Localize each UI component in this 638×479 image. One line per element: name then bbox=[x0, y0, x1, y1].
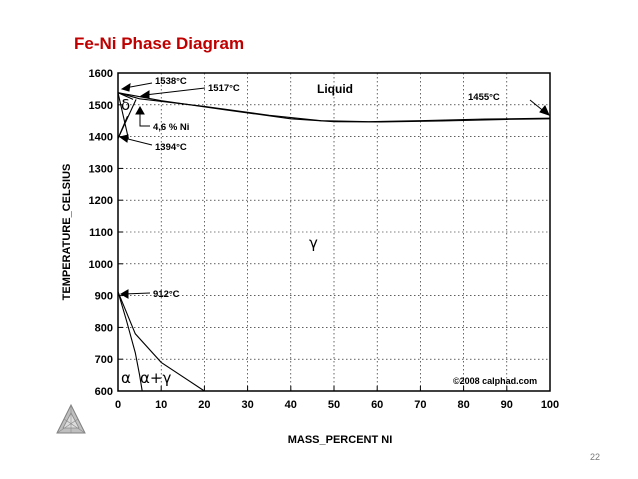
annotation-4-6-ni: 4,6 % Ni bbox=[153, 122, 189, 133]
arrow-1517 bbox=[144, 87, 206, 96]
y-tick-label: 1200 bbox=[89, 195, 113, 207]
arrow-912 bbox=[124, 292, 151, 295]
annotation-912: 912°C bbox=[153, 289, 180, 300]
arrowhead-1394 bbox=[118, 134, 129, 143]
phase-boundary-curve-6 bbox=[117, 92, 134, 100]
x-tick-label: 100 bbox=[541, 399, 559, 411]
annotation-1394: 1394°C bbox=[155, 142, 187, 153]
phase-label-alpha: α bbox=[121, 369, 131, 387]
arrow-4-6-ni bbox=[139, 112, 150, 127]
phase-boundary-curve-2 bbox=[117, 92, 551, 123]
y-tick-label: 1100 bbox=[89, 227, 113, 239]
arrowhead-912 bbox=[119, 289, 129, 299]
annotation-arrows bbox=[118, 82, 550, 299]
y-tick-label: 1300 bbox=[89, 163, 113, 175]
arrowhead-1455 bbox=[539, 105, 550, 116]
y-tick-label: 1000 bbox=[89, 259, 113, 271]
phase-label-alpha-gamma: α+γ bbox=[140, 369, 171, 387]
phase-label-delta: δ bbox=[121, 96, 130, 114]
y-tick-label: 600 bbox=[95, 386, 113, 398]
annotation-1517: 1517°C bbox=[208, 83, 240, 94]
arrowhead-1538 bbox=[120, 83, 131, 92]
annotation-1455: 1455°C bbox=[468, 92, 500, 103]
phase-label-gamma: γ bbox=[309, 234, 318, 252]
y-tick-label: 700 bbox=[95, 354, 113, 366]
x-tick-label: 0 bbox=[115, 399, 121, 411]
phase-boundary-curve-5 bbox=[117, 115, 129, 139]
x-axis-title: MASS_PERCENT NI bbox=[288, 434, 393, 446]
y-tick-label: 1400 bbox=[89, 132, 113, 144]
x-tick-label: 10 bbox=[155, 399, 167, 411]
plot-frame bbox=[117, 72, 551, 392]
x-tick-label: 60 bbox=[371, 399, 383, 411]
y-tick-label: 1600 bbox=[89, 68, 113, 80]
annotation-1538: 1538°C bbox=[155, 76, 187, 87]
y-axis-title: TEMPERATURE_CELSIUS bbox=[61, 164, 73, 301]
calphad-logo-icon bbox=[56, 403, 86, 434]
y-tick-label: 800 bbox=[95, 322, 113, 334]
x-tick-label: 30 bbox=[241, 399, 253, 411]
copyright-text: ©2008 calphad.com bbox=[453, 376, 537, 386]
arrowhead-4-6-ni bbox=[135, 105, 145, 115]
x-tick-labels: 0 10 20 30 40 50 60 70 80 90 100 bbox=[115, 399, 559, 411]
x-tick-label: 80 bbox=[457, 399, 469, 411]
phase-boundary-curve-3 bbox=[117, 92, 129, 139]
arrow-1394 bbox=[123, 137, 153, 146]
y-tick-label: 1500 bbox=[89, 100, 113, 112]
x-tick-label: 40 bbox=[285, 399, 297, 411]
phase-boundary-curve-8 bbox=[117, 291, 143, 392]
x-tick-label: 50 bbox=[328, 399, 340, 411]
phase-curves bbox=[117, 92, 551, 392]
page-number: 22 bbox=[590, 452, 601, 462]
phase-boundary-curve-7 bbox=[117, 291, 205, 392]
arrowhead-1517 bbox=[139, 90, 150, 99]
y-tick-labels: 600 700 800 900 1000 1100 1200 1300 1400 1500 1600 bbox=[89, 68, 113, 398]
x-tick-label: 70 bbox=[414, 399, 426, 411]
phase-label-liquid: Liquid bbox=[317, 82, 353, 96]
slide-title: Fe-Ni Phase Diagram bbox=[74, 34, 245, 53]
x-tick-label: 20 bbox=[198, 399, 210, 411]
y-tick-label: 900 bbox=[95, 291, 113, 303]
x-tick-label: 90 bbox=[501, 399, 513, 411]
